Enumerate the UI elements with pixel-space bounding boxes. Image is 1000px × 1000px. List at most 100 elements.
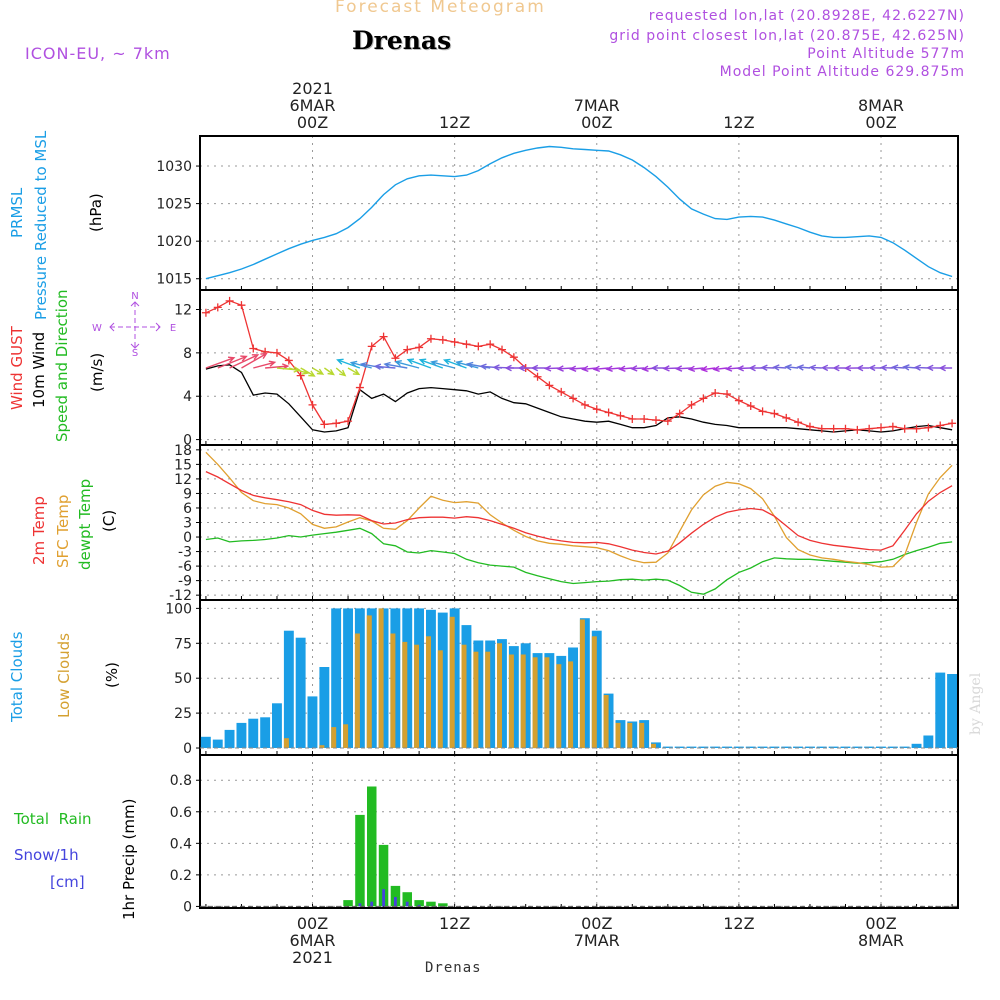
gust-marker	[817, 424, 826, 433]
wind-direction-arrow	[760, 364, 775, 372]
gust-marker	[782, 413, 791, 422]
snow-bar	[382, 889, 385, 907]
wind-direction-arrow	[784, 364, 799, 371]
y-tick-label: 1015	[156, 272, 192, 288]
gust-marker	[936, 421, 945, 430]
wind-direction-arrow	[890, 364, 905, 371]
rain-bar	[438, 903, 448, 907]
total-cloud-bar	[828, 746, 839, 748]
low-cloud-bar	[485, 651, 491, 749]
wind-direction-arrow	[406, 358, 432, 369]
low-cloud-bar	[343, 724, 349, 748]
y-tick-label: 0	[183, 530, 192, 546]
gust-marker	[805, 422, 814, 431]
y-tick-label: 50	[174, 671, 192, 687]
wind-direction-arrow	[674, 365, 692, 372]
gust-marker	[415, 343, 424, 352]
total-cloud-bar	[793, 746, 803, 748]
y-tick-label: -3	[178, 545, 192, 561]
total-cloud-bar	[272, 703, 282, 748]
station-name: Drenas	[352, 26, 452, 55]
gust-marker	[296, 371, 305, 380]
panel-frame	[199, 135, 959, 291]
y-tick-label: 0	[183, 899, 192, 915]
rain-bar	[414, 900, 424, 907]
compass-rose: N S W E	[92, 291, 176, 359]
low-cloud-bar	[354, 633, 360, 748]
gust-marker	[675, 409, 684, 418]
top-time-label: 8MAR	[858, 96, 904, 115]
wind-direction-arrow	[556, 365, 574, 372]
gust-marker	[628, 414, 637, 423]
y-tick-label: 0.8	[170, 773, 192, 789]
y-tick-label: 15	[174, 457, 192, 473]
wind-direction-arrow	[373, 363, 396, 371]
total-cloud-bar	[236, 722, 247, 748]
low-cloud-bar	[402, 641, 408, 748]
wind-direction-arrow	[629, 365, 645, 372]
y-tick-label: 9	[183, 486, 192, 502]
y-tick-label: -6	[178, 559, 192, 575]
bottom-time-label: 2021	[292, 948, 333, 967]
rain-bar	[355, 814, 365, 907]
gust-marker	[841, 424, 850, 433]
low-cloud-bar	[568, 661, 574, 748]
wind-direction-arrow	[394, 360, 420, 369]
total-cloud-bar	[307, 696, 318, 749]
compass-arrow-e	[155, 322, 161, 332]
wind-direction-arrow	[748, 364, 763, 372]
y-tick-label: 75	[174, 636, 192, 652]
low-cloud-bar	[544, 657, 550, 749]
wind-direction-arrow	[736, 365, 751, 372]
rain-bar	[390, 885, 401, 907]
wind-direction-arrow	[312, 367, 325, 375]
top-time-label: 2021	[292, 79, 333, 98]
wind-direction-arrow	[772, 364, 787, 371]
y-tick-label: 6	[183, 501, 192, 517]
y-tick-label: 0	[183, 741, 192, 757]
wind-direction-arrow	[926, 364, 941, 372]
top-time-label: 00Z	[581, 113, 612, 132]
top-time-label: 6MAR	[289, 96, 335, 115]
wind-direction-arrow	[808, 364, 822, 371]
y-tick-label: 12	[174, 303, 192, 319]
total-cloud-bar	[248, 718, 259, 748]
bottom-time-label: 12Z	[723, 914, 754, 933]
y-tick-label: 4	[183, 389, 192, 405]
gust-marker	[391, 354, 400, 363]
gust-marker	[734, 396, 743, 405]
gust-marker	[379, 332, 388, 341]
gust-marker	[829, 424, 838, 433]
model-name: ICON-EU, ~ 7km	[25, 44, 171, 63]
low-cloud-bar	[426, 636, 431, 748]
low-cloud-bar	[520, 654, 526, 749]
gust-marker	[426, 334, 435, 343]
total-cloud-bar	[816, 746, 827, 748]
low-cloud-bar	[651, 743, 656, 748]
bottom-time-label: 12Z	[439, 914, 470, 933]
gust-marker	[794, 418, 803, 427]
gust-marker	[237, 301, 246, 310]
low-cloud-bar	[556, 664, 562, 748]
gust-marker	[367, 342, 376, 351]
wind-direction-arrow	[820, 364, 834, 372]
y-tick-label: 12	[174, 472, 192, 488]
gust-marker	[355, 383, 364, 392]
y-tick-label: 3	[183, 516, 192, 532]
model-point-altitude: Model Point Altitude 629.875m	[719, 64, 965, 80]
snow-bar	[417, 904, 421, 907]
wind-direction-arrow	[687, 365, 704, 373]
total-cloud-bar	[745, 746, 756, 748]
gust-marker	[711, 388, 720, 397]
wind-direction-arrow	[300, 367, 316, 377]
gust-marker	[580, 400, 589, 409]
bottom-time-label: 00Z	[581, 914, 612, 933]
compass-n: N	[131, 291, 138, 302]
gust-marker	[770, 409, 779, 418]
wind-direction-arrow	[205, 356, 236, 369]
gust-marker	[569, 394, 578, 403]
bottom-time-label: 8MAR	[858, 931, 904, 950]
gust-marker	[592, 405, 601, 414]
gust-line	[205, 300, 953, 431]
compass-arrow-w	[109, 322, 115, 332]
